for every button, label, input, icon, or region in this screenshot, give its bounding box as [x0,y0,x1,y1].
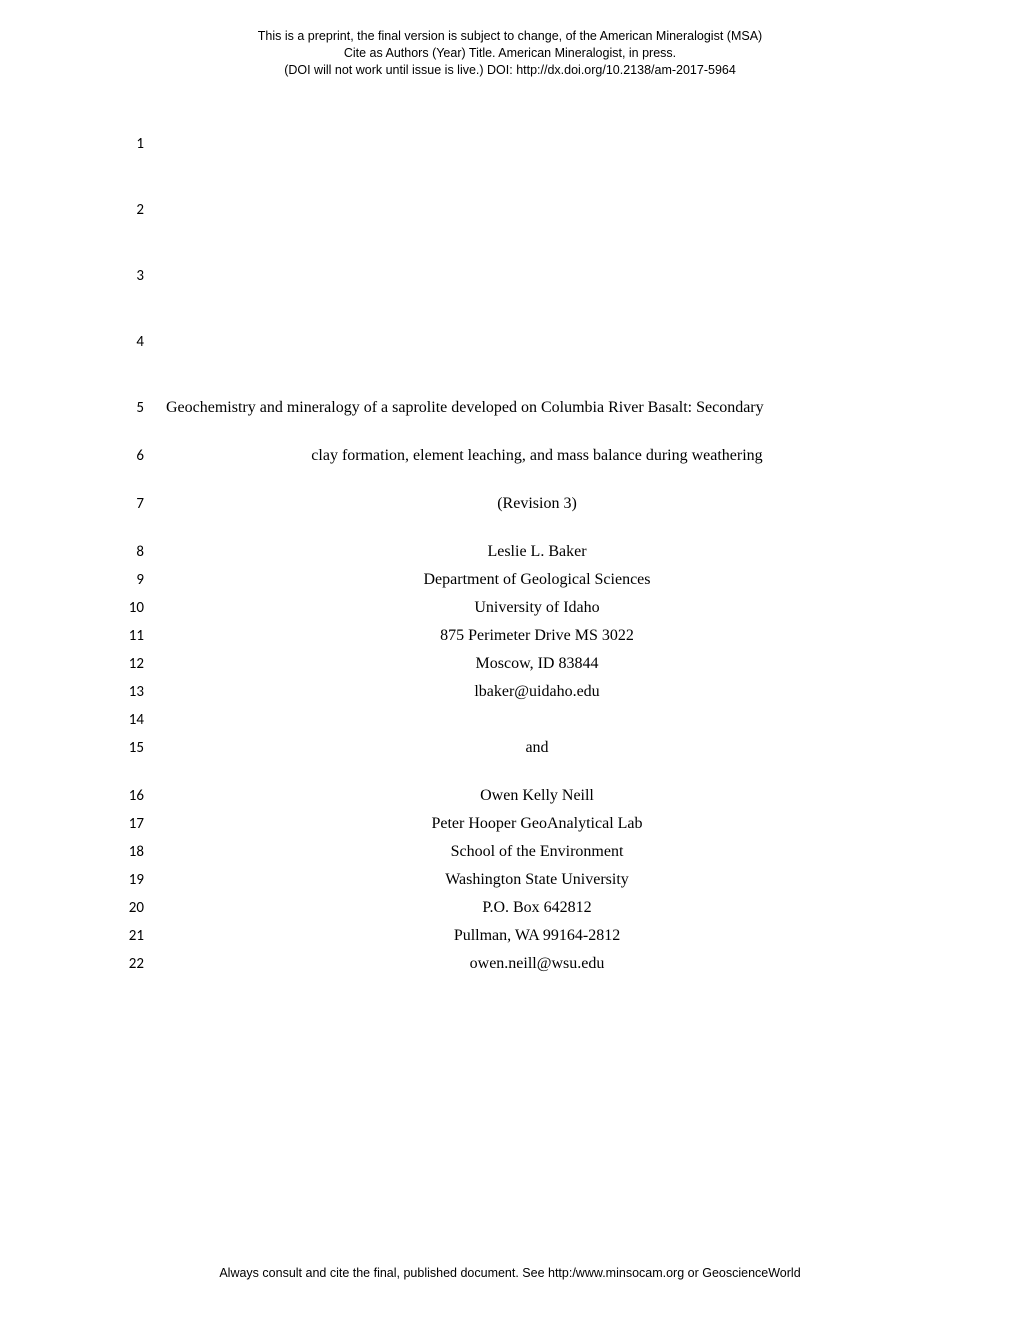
line-number: 8 [108,543,144,561]
title-line-1: Geochemistry and mineralogy of a saproli… [144,399,908,417]
line-number: 1 [108,135,144,153]
line-number: 5 [108,399,144,417]
author1-dept: Department of Geological Sciences [144,571,908,589]
author2-school: School of the Environment [144,843,908,861]
line-number: 22 [108,955,144,973]
conjunction-and: and [144,739,908,757]
line-number: 20 [108,899,144,917]
line-number: 3 [108,267,144,285]
author1-addr: 875 Perimeter Drive MS 3022 [144,627,908,645]
line-number: 12 [108,655,144,673]
author1-city: Moscow, ID 83844 [144,655,908,673]
author1-univ: University of Idaho [144,599,908,617]
header-line-1: This is a preprint, the final version is… [0,28,1020,45]
line-number: 17 [108,815,144,833]
preprint-header: This is a preprint, the final version is… [0,28,1020,79]
author2-po: P.O. Box 642812 [144,899,908,917]
preprint-footer: Always consult and cite the final, publi… [0,1266,1020,1280]
revision-label: (Revision 3) [144,495,908,513]
line-number: 19 [108,871,144,889]
manuscript-body: 1 2 3 4 5Geochemistry and mineralogy of … [108,130,908,978]
line-number: 2 [108,201,144,219]
line-number: 15 [108,739,144,757]
line-number: 9 [108,571,144,589]
author2-city: Pullman, WA 99164-2812 [144,927,908,945]
line-number: 7 [108,495,144,513]
author2-lab: Peter Hooper GeoAnalytical Lab [144,815,908,833]
line-number: 11 [108,627,144,645]
line-number: 6 [108,447,144,465]
author1-email: lbaker@uidaho.edu [144,683,908,701]
author1-name: Leslie L. Baker [144,543,908,561]
author2-email: owen.neill@wsu.edu [144,955,908,973]
line-number: 13 [108,683,144,701]
line-number: 16 [108,787,144,805]
header-line-3: (DOI will not work until issue is live.)… [0,62,1020,79]
line-number: 21 [108,927,144,945]
line-number: 4 [108,333,144,351]
line-number: 10 [108,599,144,617]
line-number: 14 [108,711,144,729]
author2-name: Owen Kelly Neill [144,787,908,805]
title-line-2: clay formation, element leaching, and ma… [144,447,908,465]
author2-univ: Washington State University [144,871,908,889]
header-line-2: Cite as Authors (Year) Title. American M… [0,45,1020,62]
line-number: 18 [108,843,144,861]
